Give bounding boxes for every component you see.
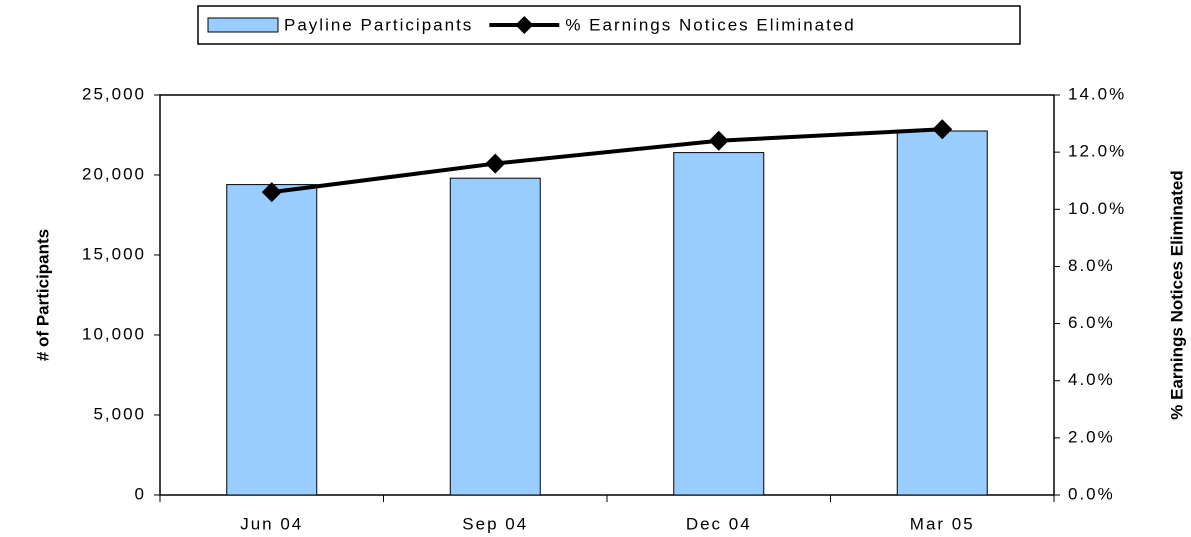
y-tick-label: 0 xyxy=(135,484,146,503)
bar xyxy=(449,177,541,496)
bar xyxy=(226,184,318,496)
y-tick-label: 20,000 xyxy=(82,164,146,183)
marker xyxy=(261,182,282,203)
legend-label: % Earnings Notices Eliminated xyxy=(565,15,855,34)
y2-tick-label: 8.0% xyxy=(1068,256,1115,275)
y-tick-label: 15,000 xyxy=(82,244,146,263)
legend-box xyxy=(197,5,1021,45)
y2-axis-title: % Earnings Notices Eliminated xyxy=(1167,170,1186,419)
y2-tick-label: 2.0% xyxy=(1068,427,1115,446)
bar xyxy=(673,152,765,496)
y-axis-title: # of Participants xyxy=(33,229,52,361)
marker xyxy=(485,153,506,174)
legend-swatch xyxy=(207,17,279,33)
y2-tick-label: 4.0% xyxy=(1068,370,1115,389)
x-tick-label: Dec 04 xyxy=(686,514,752,533)
marker xyxy=(932,119,953,140)
marker xyxy=(708,130,729,151)
y2-tick-label: 12.0% xyxy=(1068,142,1126,161)
y-tick-label: 10,000 xyxy=(82,324,146,343)
legend-marker xyxy=(515,16,534,34)
x-tick-label: Sep 04 xyxy=(462,514,528,533)
x-tick-label: Mar 05 xyxy=(910,514,975,533)
x-tick-label: Jun 04 xyxy=(240,514,303,533)
y2-tick-label: 14.0% xyxy=(1068,84,1126,103)
y2-tick-label: 10.0% xyxy=(1068,199,1126,218)
y-tick-label: 5,000 xyxy=(93,404,146,423)
y-tick-label: 25,000 xyxy=(82,84,146,103)
y2-tick-label: 6.0% xyxy=(1068,313,1115,332)
y2-tick-label: 0.0% xyxy=(1068,484,1115,503)
legend-label: Payline Participants xyxy=(284,15,473,34)
bar xyxy=(896,130,988,496)
line xyxy=(271,127,943,195)
